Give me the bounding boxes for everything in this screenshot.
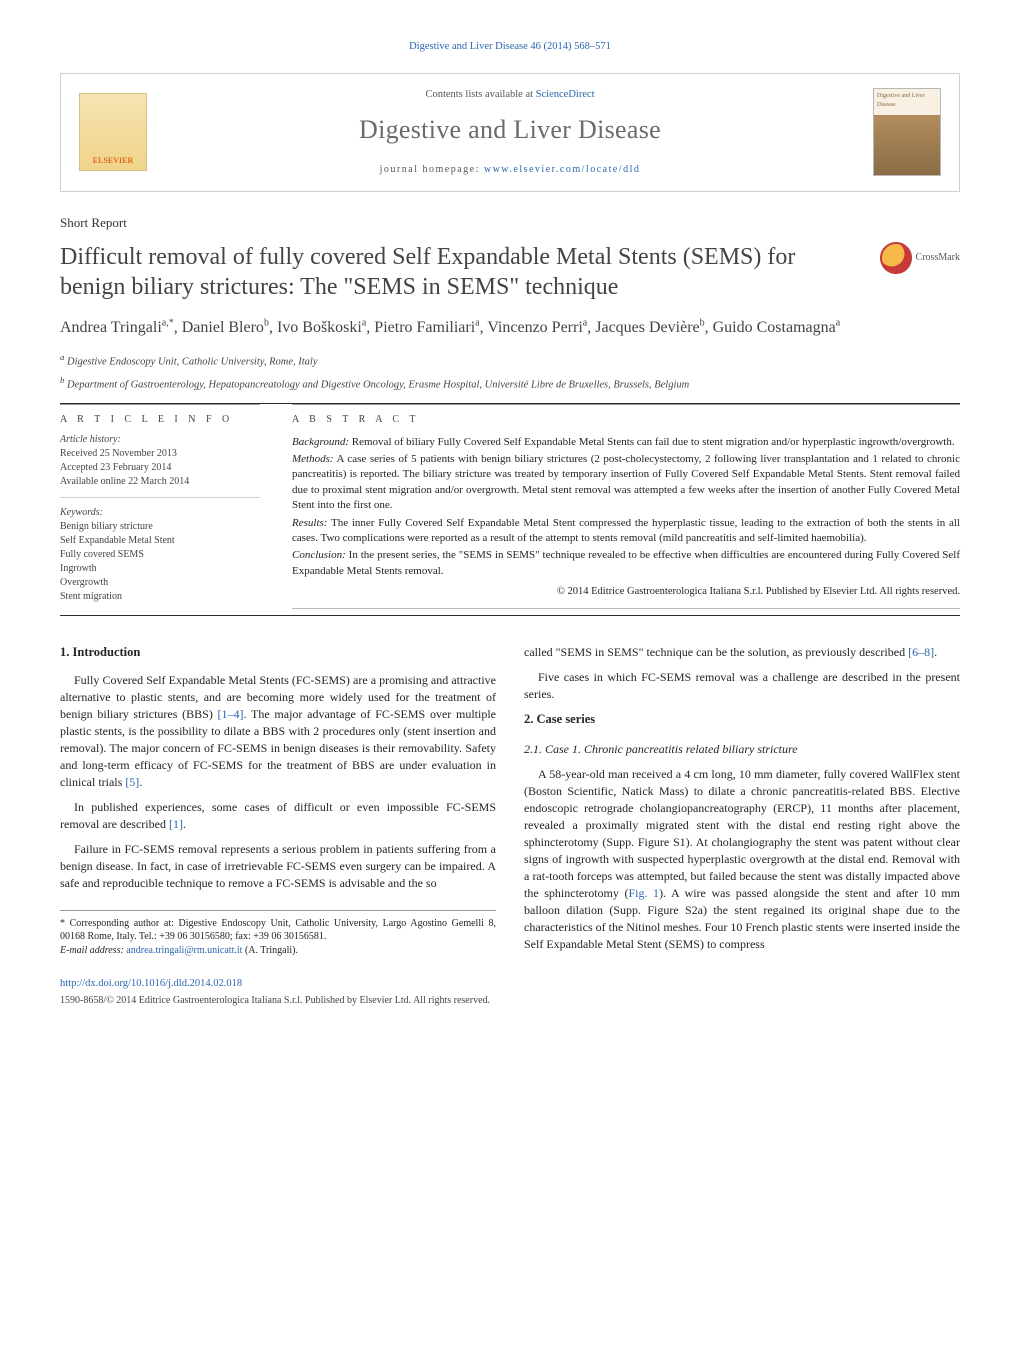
figure-link[interactable]: Fig. 1	[628, 886, 659, 900]
title-row: Difficult removal of fully covered Self …	[60, 242, 960, 316]
abs-conclusion-text: In the present series, the "SEMS in SEMS…	[292, 549, 960, 576]
case1-p1-a: A 58-year-old man received a 4 cm long, …	[524, 767, 960, 900]
abs-results-label: Results:	[292, 517, 327, 529]
article-history: Article history: Received 25 November 20…	[60, 433, 260, 498]
keywords-label: Keywords:	[60, 507, 103, 518]
abs-background-text: Removal of biliary Fully Covered Self Ex…	[349, 436, 955, 448]
abs-results-text: The inner Fully Covered Self Expandable …	[292, 517, 960, 544]
crossmark-icon	[880, 242, 912, 274]
abs-methods-label: Methods:	[292, 453, 334, 465]
accepted-line: Accepted 23 February 2014	[60, 462, 171, 473]
cover-title: Digestive and Liver Disease	[877, 92, 937, 109]
abstract-body: Background: Removal of biliary Fully Cov…	[292, 435, 960, 600]
intro-p2-a: In published experiences, some cases of …	[60, 800, 496, 831]
body-columns: 1. Introduction Fully Covered Self Expan…	[60, 644, 960, 959]
intro-p1-c: .	[139, 775, 142, 789]
history-label: Article history:	[60, 434, 121, 445]
affiliation-a-text: Digestive Endoscopy Unit, Catholic Unive…	[67, 357, 318, 368]
online-line: Available online 22 March 2014	[60, 476, 189, 487]
keyword-item: Ingrowth	[60, 563, 97, 574]
abstract-heading: A B S T R A C T	[292, 413, 960, 427]
corr-text: Corresponding author at: Digestive Endos…	[60, 918, 496, 943]
doi-line: http://dx.doi.org/10.1016/j.dld.2014.02.…	[60, 977, 960, 992]
journal-homepage-line: journal homepage: www.elsevier.com/locat…	[165, 163, 855, 177]
abs-background-label: Background:	[292, 436, 349, 448]
header-center: Contents lists available at ScienceDirec…	[165, 88, 855, 177]
article-info-heading: A R T I C L E I N F O	[60, 413, 260, 427]
citation-link[interactable]: [1]	[169, 817, 183, 831]
article-info-column: A R T I C L E I N F O Article history: R…	[60, 404, 260, 609]
intro-p2-b: .	[183, 817, 186, 831]
keyword-item: Benign biliary stricture	[60, 521, 153, 532]
affiliation-b-text: Department of Gastroenterology, Hepatopa…	[67, 379, 689, 390]
citation-link[interactable]: [5]	[125, 775, 139, 789]
abs-conclusion-label: Conclusion:	[292, 549, 346, 561]
keyword-item: Fully covered SEMS	[60, 549, 144, 560]
keywords-block: Keywords: Benign biliary stricture Self …	[60, 506, 260, 604]
corresponding-footnote: * Corresponding author at: Digestive End…	[60, 910, 496, 958]
crossmark-label: CrossMark	[916, 251, 960, 265]
contents-available-line: Contents lists available at ScienceDirec…	[165, 88, 855, 103]
intro-p3-a: Failure in FC-SEMS removal represents a …	[60, 842, 496, 890]
article-title: Difficult removal of fully covered Self …	[60, 242, 864, 302]
received-line: Received 25 November 2013	[60, 448, 177, 459]
doi-link[interactable]: http://dx.doi.org/10.1016/j.dld.2014.02.…	[60, 978, 242, 989]
abs-methods-text: A case series of 5 patients with benign …	[292, 453, 960, 511]
affiliation-a: a Digestive Endoscopy Unit, Catholic Uni…	[60, 351, 960, 370]
email-label: E-mail address:	[60, 945, 126, 956]
abstract-column: A B S T R A C T Background: Removal of b…	[292, 404, 960, 609]
keyword-item: Overgrowth	[60, 577, 108, 588]
intro-p4: Five cases in which FC-SEMS removal was …	[524, 670, 960, 701]
section-heading-intro: 1. Introduction	[60, 644, 496, 662]
homepage-prefix: journal homepage:	[380, 164, 484, 175]
corr-email-link[interactable]: andrea.tringali@rm.unicatt.it	[126, 945, 242, 956]
citation-link[interactable]: [1–4]	[218, 707, 244, 721]
journal-name: Digestive and Liver Disease	[165, 112, 855, 148]
article-type: Short Report	[60, 214, 960, 232]
crossmark-badge[interactable]: CrossMark	[880, 242, 960, 274]
meta-abstract-row: A R T I C L E I N F O Article history: R…	[60, 404, 960, 609]
running-header: Digestive and Liver Disease 46 (2014) 56…	[60, 40, 960, 55]
affiliation-b: b Department of Gastroenterology, Hepato…	[60, 374, 960, 393]
journal-cover-thumb: Digestive and Liver Disease	[873, 88, 941, 176]
page-container: Digestive and Liver Disease 46 (2014) 56…	[0, 0, 1020, 1038]
keyword-item: Self Expandable Metal Stent	[60, 535, 175, 546]
abstract-bottom-rule	[292, 608, 960, 609]
sciencedirect-link[interactable]: ScienceDirect	[536, 89, 595, 100]
intro-p3-c: .	[934, 645, 937, 659]
citation-link[interactable]: [6–8]	[908, 645, 934, 659]
publisher-logo: ELSEVIER	[79, 93, 147, 171]
abstract-copyright: © 2014 Editrice Gastroenterologica Itali…	[292, 585, 960, 600]
keyword-item: Stent migration	[60, 591, 122, 602]
authors-line: Andrea Tringalia,*, Daniel Blerob, Ivo B…	[60, 316, 960, 339]
email-who: (A. Tringali).	[242, 945, 298, 956]
case1-heading: 2.1. Case 1. Chronic pancreatitis relate…	[524, 741, 960, 758]
intro-p3-b: called "SEMS in SEMS" technique can be t…	[524, 645, 908, 659]
issn-copyright-line: 1590-8658/© 2014 Editrice Gastroenterolo…	[60, 994, 960, 1008]
journal-header-box: ELSEVIER Contents lists available at Sci…	[60, 73, 960, 192]
contents-prefix: Contents lists available at	[425, 89, 535, 100]
section-heading-cases: 2. Case series	[524, 711, 960, 729]
journal-homepage-link[interactable]: www.elsevier.com/locate/dld	[484, 164, 640, 175]
running-header-link[interactable]: Digestive and Liver Disease 46 (2014) 56…	[409, 41, 611, 52]
separator-rule	[60, 615, 960, 616]
